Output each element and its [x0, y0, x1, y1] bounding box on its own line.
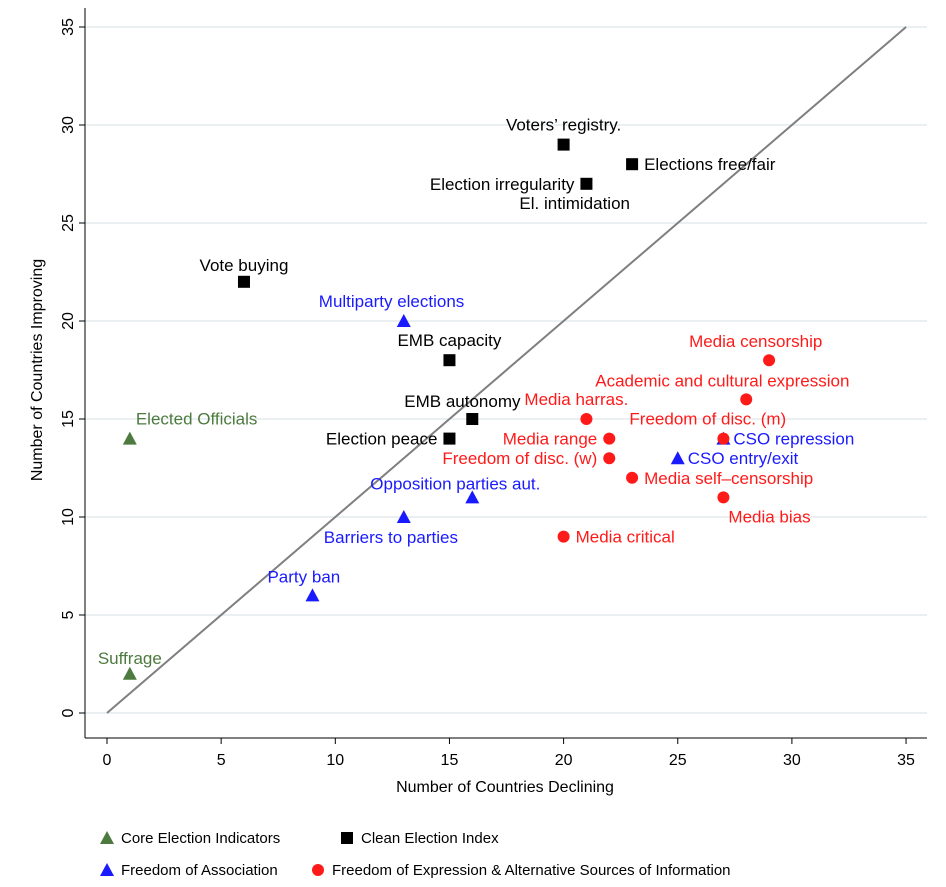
- point-label: Election irregularity: [430, 175, 575, 194]
- point-label: Media self–censorship: [644, 469, 813, 488]
- legend-marker: [312, 864, 324, 876]
- data-point: [580, 413, 593, 425]
- data-point: [443, 354, 456, 367]
- gridlines: [85, 26, 927, 714]
- legend-marker: [341, 832, 353, 844]
- point-label: El. intimidation: [519, 194, 630, 213]
- data-point: [717, 491, 730, 504]
- y-tick-label: 5: [60, 610, 77, 619]
- point-label: Media censorship: [689, 332, 822, 351]
- point-label: Media range: [503, 430, 598, 449]
- data-point: [557, 530, 570, 543]
- point-label: Voters’ registry.: [506, 116, 621, 135]
- y-tick-label: 0: [60, 708, 77, 717]
- data-point: [670, 451, 685, 465]
- data-point: [603, 432, 616, 445]
- point-label: CSO repression: [733, 430, 854, 449]
- data-point: [740, 393, 753, 406]
- point-label: Freedom of disc. (w): [442, 449, 597, 468]
- x-axis-title: Number of Countries Declining: [396, 779, 614, 796]
- data-point: [626, 158, 639, 171]
- point-label: Freedom of disc. (m): [629, 410, 786, 429]
- data-point: [237, 275, 250, 288]
- point-label: Elections free/fair: [644, 155, 776, 174]
- data-points: [106, 26, 907, 714]
- data-point: [122, 666, 137, 680]
- y-tick-label: 10: [60, 508, 77, 526]
- point-labels: Elected Officials Suffrage Voters’ registr…: [98, 116, 855, 668]
- x-tick-label: 30: [783, 752, 801, 769]
- axes: 0 5 10 15 20 25 30 35 0 5 10 15 20 25 30 35: [60, 8, 927, 769]
- point-label: Media critical: [576, 528, 675, 547]
- point-label: Vote buying: [200, 256, 289, 275]
- x-tick-label: 20: [555, 752, 573, 769]
- point-label: Suffrage: [98, 649, 162, 668]
- x-tick-label: 10: [326, 752, 344, 769]
- data-point: [122, 431, 137, 445]
- legend-label: Clean Election Index: [361, 830, 499, 847]
- y-axis-title: Number of Countries Improving: [29, 259, 46, 481]
- data-point: [466, 413, 479, 425]
- point-label: EMB autonomy: [404, 392, 521, 411]
- point-label: Barriers to parties: [324, 528, 458, 547]
- data-point: [626, 471, 639, 484]
- data-point: [443, 432, 456, 445]
- diagonal-reference-line: [106, 26, 907, 714]
- point-label: CSO entry/exit: [688, 449, 799, 468]
- point-label: Academic and cultural expression: [595, 371, 849, 390]
- legend-marker: [100, 831, 114, 844]
- y-tick-label: 30: [60, 116, 77, 134]
- legend-label: Freedom of Expression & Alternative Sour…: [332, 862, 731, 879]
- y-tick-label: 35: [60, 18, 77, 36]
- x-tick-label: 0: [103, 752, 112, 769]
- x-tick-label: 25: [669, 752, 687, 769]
- data-point: [465, 490, 480, 504]
- point-label: Media harras.: [524, 390, 628, 409]
- data-point: [557, 138, 570, 151]
- legend-label: Freedom of Association: [121, 862, 278, 879]
- y-tick-label: 15: [60, 410, 77, 428]
- point-label: Election peace: [326, 430, 438, 449]
- data-point: [763, 354, 776, 367]
- point-label: Party ban: [267, 567, 340, 586]
- point-label: Opposition parties aut.: [370, 474, 540, 493]
- data-point: [396, 510, 411, 523]
- point-label: EMB capacity: [397, 331, 501, 350]
- point-label: Multiparty elections: [319, 292, 465, 311]
- x-tick-label: 15: [441, 752, 459, 769]
- data-point: [396, 314, 411, 327]
- data-point: [580, 177, 593, 190]
- y-tick-label: 20: [60, 312, 77, 330]
- legend-marker: [100, 863, 114, 876]
- legend-label: Core Election Indicators: [121, 830, 280, 847]
- point-label: Media bias: [728, 507, 810, 526]
- data-point: [603, 452, 616, 465]
- x-tick-label: 35: [897, 752, 915, 769]
- point-label: Elected Officials: [136, 410, 258, 429]
- data-point: [305, 588, 320, 602]
- data-point: [717, 432, 730, 445]
- y-tick-label: 25: [60, 214, 77, 232]
- x-tick-label: 5: [217, 752, 226, 769]
- legend: Core Election Indicators Clean Election I…: [100, 830, 731, 879]
